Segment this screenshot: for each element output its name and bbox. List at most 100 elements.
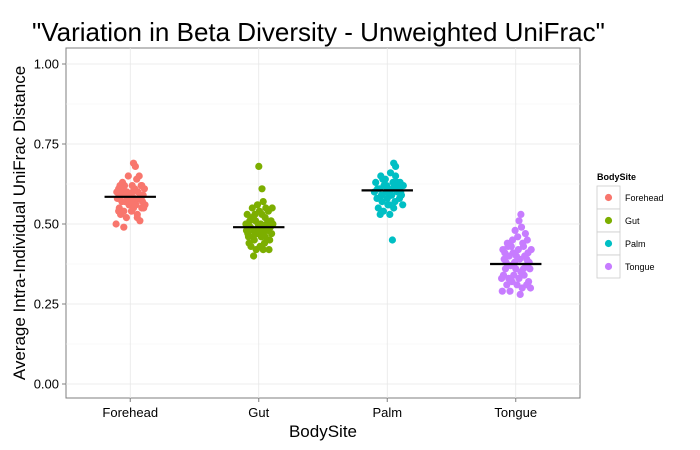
data-point-tongue xyxy=(513,281,521,289)
data-point-gut xyxy=(255,162,263,170)
x-tick-label: Gut xyxy=(248,405,269,420)
data-point-forehead xyxy=(115,207,123,215)
data-point-gut xyxy=(246,217,254,225)
data-point-forehead xyxy=(112,220,120,228)
data-point-gut xyxy=(248,204,256,212)
data-point-forehead xyxy=(127,207,136,215)
data-point-tongue xyxy=(514,233,522,241)
data-point-tongue xyxy=(519,265,528,273)
legend-key-point xyxy=(604,193,613,202)
mean-lines xyxy=(104,189,542,266)
data-point-tongue xyxy=(507,242,515,250)
data-point-gut xyxy=(253,201,262,209)
data-point-forehead xyxy=(133,214,141,222)
data-point-forehead xyxy=(129,188,137,196)
data-point-tongue xyxy=(512,252,521,260)
data-point-forehead xyxy=(124,172,132,180)
data-point-gut xyxy=(250,252,258,260)
legend-label-tongue: Tongue xyxy=(625,262,655,272)
data-point-palm xyxy=(386,210,394,218)
data-point-palm xyxy=(376,210,384,218)
data-point-gut xyxy=(262,204,270,212)
data-point-gut xyxy=(259,198,267,206)
data-point-gut xyxy=(266,236,274,244)
legend-title: BodySite xyxy=(597,172,636,182)
data-point-tongue xyxy=(523,236,531,244)
x-tick-label: Palm xyxy=(372,405,402,420)
data-point-forehead xyxy=(120,223,128,231)
data-point-gut xyxy=(258,185,266,193)
data-point-gut xyxy=(260,239,269,247)
data-point-palm xyxy=(390,204,398,212)
data-point-gut xyxy=(255,207,263,215)
data-point-tongue xyxy=(515,217,523,225)
data-point-tongue xyxy=(523,255,531,263)
legend-key-point xyxy=(604,239,613,248)
data-point-palm xyxy=(379,175,387,183)
data-point-palm xyxy=(384,201,392,209)
data-point-tongue xyxy=(498,287,506,295)
grid-lines xyxy=(66,48,580,398)
data-point-tongue xyxy=(516,290,524,298)
data-point-palm xyxy=(390,182,398,190)
data-point-tongue xyxy=(506,287,514,295)
y-axis-title: Average Intra-Individual UniFrac Distanc… xyxy=(10,66,29,380)
data-point-palm xyxy=(388,191,396,199)
x-tick-label: Forehead xyxy=(102,405,158,420)
data-point-tongue xyxy=(511,226,519,234)
data-point-tongue xyxy=(517,210,525,218)
legend-label-palm: Palm xyxy=(625,239,646,249)
legend-label-forehead: Forehead xyxy=(625,193,664,203)
data-point-tongue xyxy=(514,246,522,254)
legend: BodySite Forehead Gut Palm Tongue xyxy=(596,172,664,279)
data-point-palm xyxy=(392,172,400,180)
data-point-forehead xyxy=(131,162,139,170)
data-point-gut xyxy=(259,246,267,254)
data-point-tongue xyxy=(527,246,535,254)
data-point-palm xyxy=(399,201,407,209)
data-point-gut xyxy=(253,230,261,238)
x-axis-ticks: Forehead Gut Palm Tongue xyxy=(102,398,537,420)
x-tick-label: Tongue xyxy=(494,405,537,420)
data-point-gut xyxy=(254,220,262,228)
data-point-palm xyxy=(390,159,398,167)
data-point-palm xyxy=(383,182,391,190)
data-point-gut xyxy=(250,236,258,244)
data-point-gut xyxy=(242,226,251,234)
data-point-gut xyxy=(247,242,255,250)
data-point-palm xyxy=(395,194,404,202)
y-tick-label: 0.75 xyxy=(34,137,59,152)
y-tick-label: 0.25 xyxy=(34,297,59,312)
legend-label-gut: Gut xyxy=(625,216,640,226)
data-point-gut xyxy=(252,246,260,254)
data-point-forehead xyxy=(113,188,121,196)
data-point-forehead xyxy=(132,201,140,209)
data-point-palm xyxy=(378,198,386,206)
x-axis-title: BodySite xyxy=(289,422,357,441)
data-point-palm xyxy=(372,178,380,186)
data-point-tongue xyxy=(526,284,535,292)
legend-key-point xyxy=(604,262,613,271)
data-point-tongue xyxy=(520,271,528,279)
data-point-forehead xyxy=(118,198,126,206)
data-point-gut xyxy=(268,204,276,212)
data-point-palm xyxy=(388,236,396,244)
y-tick-label: 0.00 xyxy=(34,377,59,392)
data-point-gut xyxy=(244,233,253,241)
data-point-forehead xyxy=(140,204,148,212)
data-point-palm xyxy=(377,191,386,199)
legend-key-point xyxy=(604,216,613,225)
data-point-gut xyxy=(264,226,272,234)
y-axis-ticks: 0.00 0.25 0.50 0.75 1.00 xyxy=(34,57,66,392)
data-point-forehead xyxy=(116,182,124,190)
data-points xyxy=(112,159,535,298)
data-point-tongue xyxy=(526,265,534,273)
y-tick-label: 1.00 xyxy=(34,57,59,72)
data-point-tongue xyxy=(510,271,518,279)
plot-panel xyxy=(65,47,581,399)
data-point-forehead xyxy=(138,182,146,190)
chart-title: "Variation in Beta Diversity - Unweighte… xyxy=(32,17,605,47)
data-point-tongue xyxy=(501,249,509,257)
data-point-gut xyxy=(269,220,277,228)
